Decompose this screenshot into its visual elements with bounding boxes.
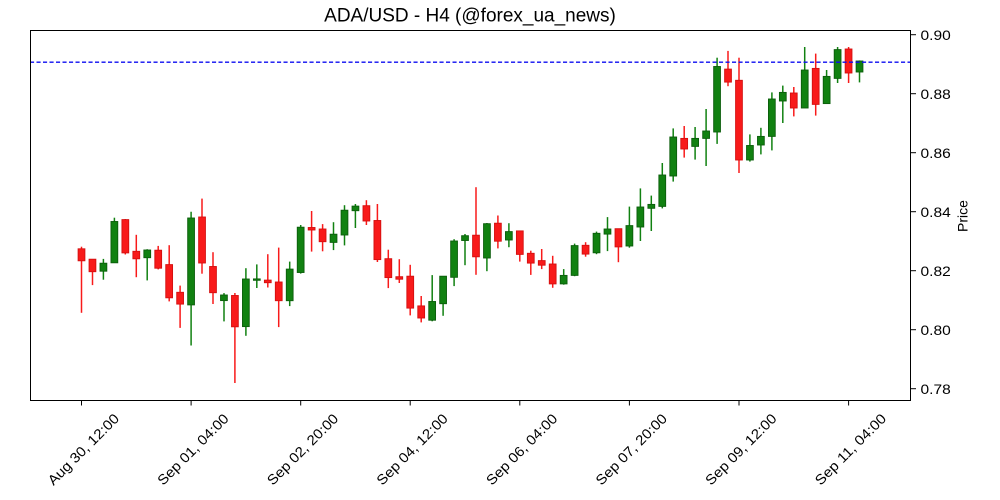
svg-text:0.84: 0.84 [921,204,951,220]
svg-text:0.86: 0.86 [921,145,951,161]
svg-text:ADA/USD - H4 (@forex_ua_news): ADA/USD - H4 (@forex_ua_news) [324,5,616,26]
svg-text:0.82: 0.82 [921,263,951,279]
svg-text:0.78: 0.78 [921,381,951,397]
svg-text:0.90: 0.90 [921,27,951,43]
svg-text:0.88: 0.88 [921,86,951,102]
svg-text:Price: Price [955,200,971,232]
svg-text:0.80: 0.80 [921,322,951,338]
